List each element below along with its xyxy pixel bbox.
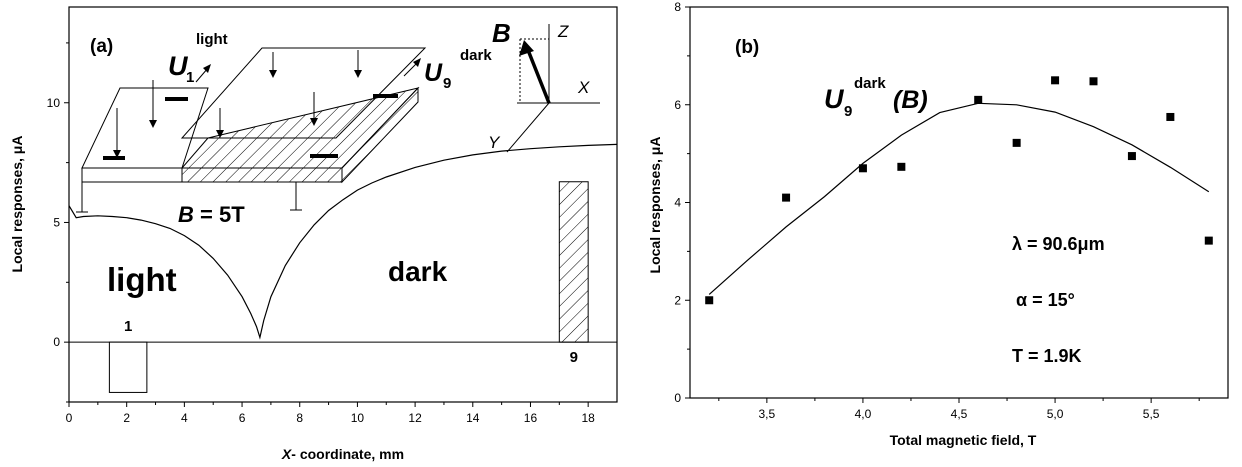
- u9b-U: U: [824, 84, 845, 114]
- panel-b-frame: [689, 6, 1229, 399]
- panel-a-frame: [68, 6, 618, 403]
- panel-a-x-tick-label: 6: [239, 411, 246, 425]
- panel-b-x-tick-label: 4,5: [951, 407, 968, 421]
- data-point: [974, 95, 983, 104]
- u1-U: U: [168, 51, 189, 81]
- light-label: light: [107, 261, 177, 298]
- panel-b-y-ticks: 0 2 4 6 8: [674, 0, 690, 405]
- arrowheads: [113, 70, 362, 158]
- axis-Y-label: Y: [488, 133, 501, 152]
- panel-a-x-tick-label: 10: [351, 411, 365, 425]
- panel-a-x-tick-label: 14: [466, 411, 480, 425]
- u9b-sup: dark: [854, 75, 886, 92]
- sample-schematic: [76, 47, 427, 213]
- u1-label: U 1 light: [168, 31, 228, 86]
- panel-b-ylabel: Local responses, μA: [647, 137, 663, 274]
- panel-b-x-tick-label: 5,5: [1143, 407, 1160, 421]
- field-eq: = 5T: [194, 202, 245, 227]
- panel-a-y-tick-label: 5: [53, 215, 60, 229]
- fit-curve: [708, 102, 1210, 295]
- u9b-sub: 9: [844, 103, 852, 120]
- u1-sub: 1: [186, 69, 194, 86]
- panel-a-x-tick-label: 16: [524, 411, 538, 425]
- axis-Z-label: Z: [557, 22, 569, 41]
- axis-B-label: B: [492, 18, 511, 48]
- data-point: [705, 296, 714, 305]
- alpha-annotation: α = 15°: [1016, 290, 1075, 310]
- bar-1: [108, 341, 148, 393]
- u9-sup: dark: [460, 47, 492, 64]
- dark-label: dark: [388, 256, 448, 287]
- panel-b-y-tick-label: 8: [674, 0, 681, 14]
- axis-X-label: X: [577, 78, 590, 97]
- data-point: [1204, 236, 1213, 245]
- u9b-arg: (B): [893, 86, 928, 114]
- field-B: B: [178, 202, 194, 227]
- data-point: [1012, 138, 1021, 147]
- panel-a-x-tick-label: 2: [123, 411, 130, 425]
- panel-b-y-tick-label: 0: [674, 391, 681, 405]
- panel-a-x-tick-label: 18: [581, 411, 595, 425]
- panel-a-x-tick-label: 8: [296, 411, 303, 425]
- panel-a-y-tick-label: 0: [53, 335, 60, 349]
- panel-a-y-tick-label: 10: [47, 96, 61, 110]
- response-curve: [68, 143, 618, 340]
- bar-9: [558, 181, 589, 343]
- panel-b-y-tick-label: 6: [674, 98, 681, 112]
- xlabel-x: X: [281, 446, 293, 462]
- panel-b-x-ticks: 3,5 4,0 4,5 5,0 5,5: [718, 398, 1200, 421]
- bar-1-label: 1: [124, 318, 132, 335]
- contacts: [103, 94, 398, 160]
- panel-a-y-ticks: 0 5 10: [47, 42, 69, 403]
- panel-b-x-tick-label: 4,0: [855, 407, 872, 421]
- panel-a-x-tick-label: 12: [408, 411, 422, 425]
- data-point: [858, 164, 867, 173]
- panel-b-xlabel: Total magnetic field, T: [890, 432, 1037, 448]
- u1-arrow: [195, 64, 211, 83]
- u9-U: U: [424, 59, 443, 87]
- data-point: [1089, 77, 1098, 86]
- b-vector: [519, 40, 551, 104]
- panel-a-x-ticks: 0 2 4 6 8 10 12 14 16 18: [66, 402, 595, 425]
- panel-b-y-tick-label: 4: [674, 196, 681, 210]
- data-point: [1127, 152, 1136, 161]
- panel-a-x-tick-label: 0: [66, 411, 73, 425]
- data-point: [1166, 112, 1175, 121]
- illuminated-plane: [81, 87, 209, 169]
- data-point: [1051, 76, 1060, 85]
- xlabel-rest: - coordinate, mm: [291, 446, 404, 462]
- panel-b-x-tick-label: 3,5: [759, 407, 776, 421]
- panel-b: 3,5 4,0 4,5 5,0 5,5 0 2 4 6 8 (b) U 9 dark (B) λ…: [647, 0, 1229, 448]
- data-point: [782, 193, 791, 202]
- sample-side: [341, 86, 419, 184]
- u9-label: U 9 dark: [424, 47, 492, 92]
- u9-b-label: U 9 dark (B): [824, 75, 928, 120]
- u1-sup: light: [196, 31, 228, 48]
- data-points: [705, 76, 1213, 305]
- temperature-annotation: T = 1.9K: [1012, 346, 1082, 366]
- panel-b-x-tick-label: 5,0: [1047, 407, 1064, 421]
- y-axis-ref: [506, 102, 550, 153]
- panel-a-ylabel: Local responses, μA: [9, 136, 25, 273]
- panel-b-y-tick-label: 2: [674, 293, 681, 307]
- data-point: [897, 162, 906, 171]
- panel-b-label: (b): [735, 37, 759, 58]
- u9-arrow: [403, 58, 421, 77]
- panel-a-x-tick-label: 4: [181, 411, 188, 425]
- u9-sub: 9: [443, 75, 451, 92]
- sample-front-hatch: [181, 167, 343, 183]
- axes-frame: [506, 24, 600, 153]
- panel-a-xlabel: X- coordinate, mm: [281, 446, 404, 462]
- lambda-annotation: λ = 90.6μm: [1012, 234, 1105, 254]
- bar-9-label: 9: [570, 349, 578, 366]
- field-annotation: B = 5T: [178, 202, 245, 227]
- panel-a-label: (a): [90, 36, 113, 57]
